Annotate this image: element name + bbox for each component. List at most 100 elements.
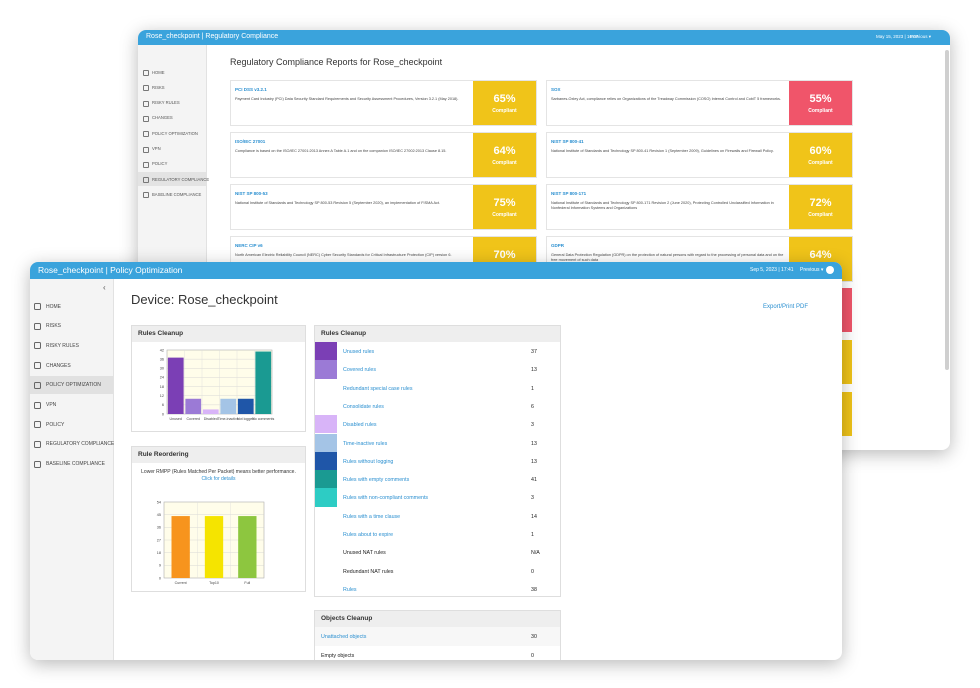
- rule-count: N/A: [531, 550, 540, 557]
- menu-label: RISKY RULES: [152, 100, 180, 106]
- menu-item[interactable]: BASELINE COMPLIANCE: [138, 187, 206, 201]
- report-card: NIST SP 800-53 National Institute of Stan…: [230, 184, 537, 230]
- menu-item[interactable]: RISKS: [138, 80, 206, 94]
- rule-name[interactable]: Rules with empty comments: [343, 477, 410, 484]
- y-tick-label: 6: [162, 403, 164, 407]
- menu-item[interactable]: RISKY RULES: [30, 336, 113, 354]
- x-tick-label: Time-inactive: [218, 417, 239, 421]
- score-box: 55% Compliant: [789, 81, 852, 125]
- report-name[interactable]: NIST SP 800-171: [551, 191, 587, 196]
- menu-item[interactable]: POLICY OPTIMIZATION: [138, 126, 206, 140]
- rule-name[interactable]: Disabled rules: [343, 422, 377, 429]
- menu-item[interactable]: REGULATORY COMPLIANCE: [30, 435, 115, 453]
- bar: [202, 409, 219, 414]
- rule-count: 6: [531, 403, 534, 410]
- report-card: ISO/IEC 27001 Compliance is based on the …: [230, 132, 537, 178]
- score-box: 60% Compliant: [789, 133, 852, 177]
- report-name[interactable]: NIST SP 800-53: [235, 191, 268, 196]
- menu-icon: [34, 440, 41, 448]
- menu-label: REGULATORY COMPLIANCE: [46, 441, 115, 448]
- rule-count: 38: [531, 586, 537, 593]
- swatch: [315, 433, 337, 452]
- menu-item[interactable]: POLICY: [30, 415, 113, 433]
- menu-label: BASELINE COMPLIANCE: [46, 461, 105, 468]
- menu-item[interactable]: RISKY RULES: [138, 96, 206, 110]
- rule-name[interactable]: Time-inactive rules: [343, 440, 388, 447]
- rule-name[interactable]: Covered rules: [343, 367, 376, 374]
- menu-label: RISKS: [46, 323, 62, 330]
- x-tick-label: Full: [244, 581, 250, 585]
- menu-item[interactable]: HOME: [30, 297, 113, 315]
- menu-item[interactable]: POLICY OPTIMIZATION: [30, 375, 113, 394]
- menu-item[interactable]: VPN: [30, 396, 113, 414]
- panel-title: Objects Cleanup: [315, 611, 560, 627]
- y-tick-label: 36: [160, 357, 164, 361]
- rule-count: 1: [531, 532, 534, 538]
- y-tick-label: 18: [160, 385, 164, 389]
- rule-name[interactable]: Rules about to expire: [343, 532, 394, 538]
- y-tick-label: 42: [160, 348, 164, 352]
- menu-label: HOME: [152, 69, 165, 75]
- menu-icon: [143, 177, 149, 184]
- menu-item[interactable]: REGULATORY COMPLIANCE: [138, 172, 210, 187]
- swatch: [315, 342, 337, 361]
- y-tick-label: 30: [160, 367, 164, 371]
- panel-title: Rules Cleanup: [132, 326, 305, 342]
- menu-icon: [34, 381, 41, 389]
- menu-icon: [143, 131, 149, 138]
- report-description: Sarbanes-Oxley Act, compliance relies on…: [551, 97, 781, 101]
- report-name[interactable]: NIST SP 800-41: [551, 139, 584, 144]
- report-description: National Institute of Standards and Tech…: [551, 201, 774, 210]
- score: 55%: [809, 93, 832, 105]
- swatch: [315, 488, 337, 507]
- rule-name[interactable]: Consolidate rules: [343, 403, 384, 410]
- report-card: NIST SP 800-41 National Institute of Stan…: [546, 132, 853, 178]
- menu-icon: [34, 303, 41, 310]
- y-tick-label: 24: [160, 376, 164, 380]
- menu-item[interactable]: HOME: [138, 65, 206, 79]
- rule-name[interactable]: Unused rules: [343, 349, 375, 355]
- report-name[interactable]: NERC CIP v6: [235, 243, 263, 248]
- score: 75%: [493, 197, 516, 209]
- rule-name[interactable]: Rules with non-compliant comments: [343, 495, 429, 502]
- menu-item[interactable]: BASELINE COMPLIANCE: [30, 455, 113, 473]
- export-link[interactable]: Export/Print PDF: [763, 304, 809, 310]
- menu-icon: [34, 421, 41, 429]
- report-name[interactable]: GDPR: [551, 243, 565, 248]
- menu-item[interactable]: CHANGES: [138, 111, 206, 125]
- previous-button[interactable]: Previous ▾: [800, 267, 824, 273]
- rule-name[interactable]: Rules: [343, 586, 357, 593]
- rule-name[interactable]: Rules with a time clause: [343, 513, 401, 520]
- x-tick-label: Not logged: [237, 417, 254, 421]
- y-tick-label: 0: [162, 412, 164, 416]
- menu-label: REGULATORY COMPLIANCE: [152, 176, 210, 182]
- x-tick-label: Top10: [209, 581, 219, 585]
- user-icon: [826, 266, 834, 274]
- previous-button[interactable]: Previous ▾: [910, 34, 932, 39]
- menu-item[interactable]: POLICY: [138, 157, 206, 171]
- object-count: 0: [531, 653, 534, 659]
- x-tick-label: Disabled: [204, 417, 218, 421]
- menu-item[interactable]: CHANGES: [30, 356, 113, 374]
- menu-label: VPN: [46, 402, 57, 408]
- menu-label: RISKS: [152, 84, 165, 90]
- rule-name[interactable]: Rules without logging: [343, 458, 394, 465]
- rule-count: 13: [531, 458, 537, 465]
- score: 65%: [493, 93, 516, 105]
- rule-count: 41: [531, 477, 537, 484]
- report-name[interactable]: ISO/IEC 27001: [235, 139, 266, 144]
- report-name[interactable]: SOX: [551, 87, 561, 92]
- menu-icon: [143, 146, 149, 153]
- collapse-button[interactable]: ‹: [103, 283, 106, 292]
- scrollbar: [945, 50, 949, 370]
- rule-name: Redundant NAT rules: [343, 568, 394, 575]
- score-status: Compliant: [492, 108, 517, 114]
- menu-item[interactable]: RISKS: [30, 317, 113, 335]
- menu-item[interactable]: VPN: [138, 142, 206, 156]
- rule-name[interactable]: Redundant special case rules: [343, 385, 413, 392]
- rule-count: 3: [531, 422, 534, 429]
- report-name[interactable]: PCI DSS v3.2.1: [235, 87, 267, 92]
- object-name[interactable]: Unattached objects: [321, 634, 367, 640]
- details-link[interactable]: Click for details: [201, 476, 236, 482]
- datetime: May 15, 2023 | 16:07: [876, 34, 919, 39]
